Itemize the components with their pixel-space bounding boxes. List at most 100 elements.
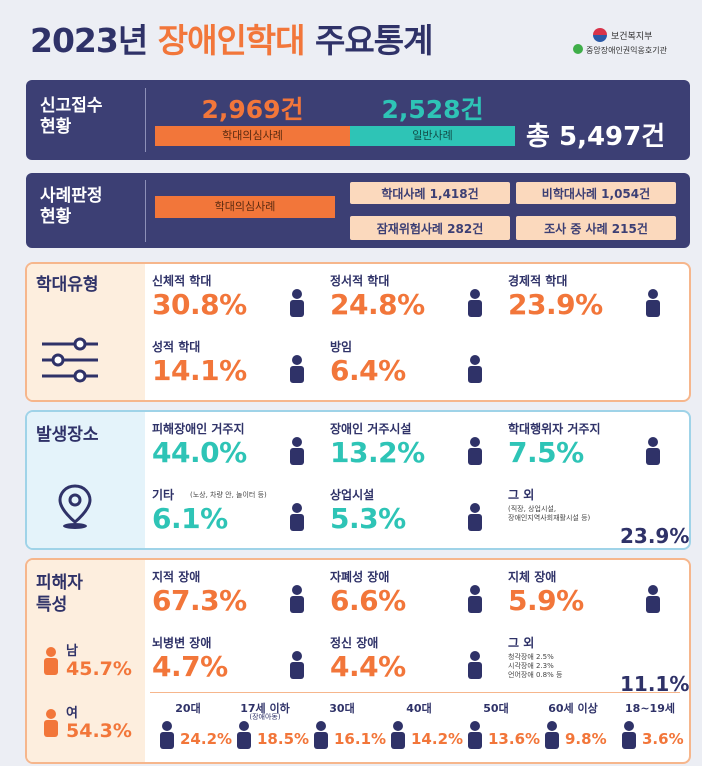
reports-panel	[26, 80, 690, 160]
gender-label: 여	[66, 706, 78, 721]
icon	[44, 647, 58, 675]
cell-label: 그 외	[508, 488, 535, 502]
logo-text: 중앙장애인권익옹호기관	[586, 46, 667, 55]
judgement-box: 조사 중 사례 215건	[516, 216, 676, 240]
label-line: 사례판정	[40, 186, 103, 206]
icon	[290, 503, 304, 531]
cell-note: (노상, 차량 안, 놀이터 등)	[190, 491, 267, 499]
icon	[468, 289, 482, 317]
cell-value: 23.9%	[620, 524, 690, 548]
cell-label: 성적 학대	[152, 340, 201, 354]
cell-label: 장애인 거주시설	[330, 422, 412, 436]
slider-icon	[42, 337, 98, 383]
section-label: 사례판정 현황	[40, 186, 103, 228]
section-label: 신고접수 현황	[40, 96, 103, 138]
age-value: 13.6%	[488, 730, 541, 748]
cell-value: 6.6%	[330, 584, 406, 617]
cell-value: 4.4%	[330, 650, 406, 683]
cell-label: 학대행위자 거주지	[508, 422, 601, 436]
suspected-bar: 학대의심사례	[155, 126, 350, 146]
cell-label: 피해장애인 거주지	[152, 422, 245, 436]
cell-label: 기타	[152, 488, 175, 502]
label-line: 현황	[40, 207, 72, 227]
total: 총 5,497건	[526, 122, 666, 152]
title: 2023년 장애인학대 주요통계	[30, 14, 433, 62]
icon	[646, 437, 660, 465]
cell-value: 11.1%	[620, 672, 690, 696]
section-title: 발생장소	[36, 425, 99, 445]
cell-value: 13.2%	[330, 436, 425, 469]
cell-value: 23.9%	[508, 288, 603, 321]
icon	[468, 355, 482, 383]
icon	[646, 585, 660, 613]
cell-value: 5.9%	[508, 584, 584, 617]
gender-label: 남	[66, 644, 78, 659]
cell-value: 30.8%	[152, 288, 247, 321]
age-label: 20대	[175, 702, 201, 715]
cell-label: 자폐성 장애	[330, 570, 390, 584]
gender-value: 45.7%	[66, 658, 132, 680]
cell-label: 신체적 학대	[152, 274, 212, 288]
icon	[468, 437, 482, 465]
title-year: 2023년	[30, 21, 148, 60]
age-value: 9.8%	[565, 730, 607, 748]
icon	[468, 651, 482, 679]
icon	[314, 721, 328, 749]
judgement-box: 잠재위험사례 282건	[350, 216, 510, 240]
cell-note: 장애인지역사회재활시설 등)	[508, 514, 591, 522]
icon	[44, 709, 58, 737]
icon	[290, 651, 304, 679]
age-label: 60세 이상	[548, 702, 598, 715]
cell-note: (직장, 상업시설,	[508, 505, 557, 513]
logo-mark	[573, 44, 583, 54]
icon	[391, 721, 405, 749]
icon	[290, 585, 304, 613]
icon	[290, 289, 304, 317]
pin-icon	[58, 484, 92, 529]
cell-value: 6.4%	[330, 354, 406, 387]
age-value: 16.1%	[334, 730, 387, 748]
age-value: 18.5%	[257, 730, 310, 748]
cell-value: 5.3%	[330, 502, 406, 535]
cell-note: 시각장애 2.3%	[508, 662, 554, 670]
suspected-count: 2,969건	[201, 95, 304, 124]
logo-text: 보건복지부	[611, 32, 653, 42]
age-label: 30대	[329, 702, 355, 715]
cell-value: 6.1%	[152, 502, 228, 535]
cell-value: 24.8%	[330, 288, 425, 321]
label-line: 현황	[40, 117, 72, 137]
cell-label: 뇌병변 장애	[152, 636, 212, 650]
age-note: (장애아동)	[249, 713, 281, 721]
divider	[145, 88, 146, 152]
age-value: 24.2%	[180, 730, 233, 748]
age-label: 17세 이하	[240, 702, 290, 715]
icon	[468, 585, 482, 613]
logo-mark	[593, 28, 607, 42]
age-label: 40대	[406, 702, 432, 715]
section-title: 학대유형	[36, 275, 99, 295]
cell-value: 67.3%	[152, 584, 247, 617]
divider	[150, 692, 680, 693]
cell-note: 청각장애 2.5%	[508, 653, 554, 661]
icon	[237, 721, 251, 749]
cell-note: 언어장애 0.8% 등	[508, 671, 563, 679]
cell-value: 14.1%	[152, 354, 247, 387]
icon	[160, 721, 174, 749]
cell-value: 7.5%	[508, 436, 584, 469]
section-title: 피해자 특성	[36, 572, 83, 616]
cell-label: 방임	[330, 340, 353, 354]
judgement-box: 학대사례 1,418건	[350, 182, 510, 204]
icon	[545, 721, 559, 749]
icon	[290, 437, 304, 465]
cell-label: 그 외	[508, 636, 535, 650]
age-label: 18~19세	[625, 702, 675, 715]
icon	[468, 503, 482, 531]
cell-value: 44.0%	[152, 436, 247, 469]
gender-value: 54.3%	[66, 720, 132, 742]
divider	[145, 180, 146, 242]
cell-label: 정신 장애	[330, 636, 379, 650]
icon	[468, 721, 482, 749]
age-value: 14.2%	[411, 730, 464, 748]
